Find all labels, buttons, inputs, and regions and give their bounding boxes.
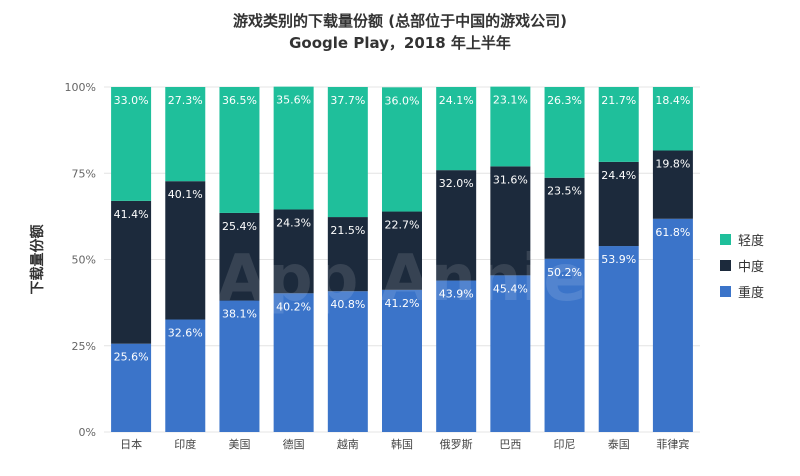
bar-segment: [490, 86, 531, 167]
bar-segment: [327, 87, 368, 218]
data-label: 26.3%: [547, 94, 582, 107]
legend-item: 轻度: [720, 226, 764, 252]
data-label: 32.0%: [439, 177, 474, 190]
data-label: 53.9%: [601, 253, 636, 266]
legend-label: 重度: [738, 285, 765, 301]
bar-segment: [219, 300, 260, 432]
bar-segment: [652, 218, 693, 432]
bar-segment: [165, 181, 206, 320]
data-label: 22.7%: [385, 219, 420, 232]
data-label: 21.5%: [330, 224, 365, 237]
y-tick-label: 50%: [72, 254, 96, 267]
bar-segment: [382, 211, 422, 290]
x-tick-label: 印度: [174, 437, 196, 451]
watermark: App Annie: [217, 242, 586, 316]
data-label: 35.6%: [276, 94, 311, 107]
data-label: 19.8%: [655, 157, 690, 170]
data-label: 36.0%: [385, 94, 420, 107]
data-label: 25.4%: [222, 220, 257, 233]
bar-segment: [165, 319, 206, 432]
legend-label: 中度: [738, 259, 765, 275]
bar-segment: [490, 166, 531, 276]
bar-segment: [111, 87, 152, 201]
x-tick-label: 泰国: [608, 437, 630, 451]
chart-legend: 轻度 中度 重度: [720, 226, 764, 304]
bar-segment: [219, 212, 260, 301]
data-label: 45.4%: [493, 282, 528, 295]
x-tick-label: 巴西: [499, 438, 521, 451]
bar-segment: [327, 291, 368, 432]
bar-segment: [165, 87, 206, 182]
data-label: 23.1%: [493, 94, 528, 107]
y-axis-label: 下载量份额: [29, 225, 46, 295]
legend-swatch: [720, 233, 731, 245]
data-label: 24.1%: [439, 94, 474, 107]
data-label: 32.6%: [168, 327, 203, 340]
legend-item: 重度: [720, 278, 764, 304]
x-tick-label: 菲律宾: [656, 437, 689, 451]
bar-segment: [273, 209, 314, 294]
y-tick-label: 25%: [72, 340, 96, 353]
legend-label: 轻度: [738, 233, 765, 249]
bar-segment: [652, 150, 693, 219]
x-tick-label: 印尼: [554, 438, 576, 451]
bar-segment: [598, 87, 639, 162]
legend-item: 中度: [720, 252, 764, 278]
bar-segment: [652, 87, 693, 151]
data-label: 50.2%: [547, 266, 582, 279]
legend-swatch: [720, 259, 731, 271]
bar-segment: [436, 170, 477, 281]
y-tick-label: 0%: [79, 426, 96, 439]
bar-segment: [544, 87, 585, 178]
data-label: 24.3%: [276, 216, 311, 229]
x-tick-label: 德国: [283, 437, 305, 451]
bar-segment: [273, 86, 314, 210]
data-label: 37.7%: [330, 94, 365, 107]
bar-segment: [490, 275, 531, 432]
bar-segment: [111, 343, 152, 432]
data-label: 23.5%: [547, 185, 582, 198]
chart-title: 游戏类别的下载量份额 (总部位于中国的游戏公司): [233, 12, 567, 30]
data-label: 40.1%: [168, 188, 203, 201]
bar-segment: [544, 258, 585, 432]
data-label: 41.4%: [114, 208, 149, 221]
bar-segment: [327, 217, 368, 292]
bar-segment: [219, 87, 260, 213]
bar-segment: [111, 200, 152, 344]
bar-segment: [436, 87, 477, 171]
x-tick-label: 美国: [228, 438, 250, 451]
y-tick-label: 75%: [72, 167, 96, 180]
data-label: 18.4%: [655, 94, 690, 107]
data-label: 40.8%: [330, 298, 365, 311]
chart-title-block: 游戏类别的下载量份额 (总部位于中国的游戏公司) Google Play，201…: [0, 10, 800, 54]
x-tick-label: 日本: [120, 437, 142, 451]
data-label: 41.2%: [385, 297, 420, 310]
bar-segment: [382, 289, 422, 432]
data-label: 38.1%: [222, 308, 257, 321]
data-label: 33.0%: [114, 94, 149, 107]
data-label: 36.5%: [222, 94, 257, 107]
data-label: 31.6%: [493, 173, 528, 186]
data-label: 25.6%: [114, 351, 149, 364]
x-tick-label: 越南: [337, 437, 359, 451]
data-label: 21.7%: [601, 94, 636, 107]
bar-segment: [598, 161, 639, 247]
bar-segment: [382, 87, 422, 212]
bar-segment: [436, 280, 477, 432]
data-label: 27.3%: [168, 94, 203, 107]
bar-segment: [544, 177, 585, 259]
y-tick-label: 100%: [65, 81, 96, 94]
x-tick-label: 俄罗斯: [440, 438, 473, 451]
data-label: 24.4%: [601, 169, 636, 182]
data-label: 43.9%: [439, 288, 474, 301]
bar-segment: [598, 246, 639, 432]
chart-subtitle: Google Play，2018 年上半年: [289, 34, 511, 52]
data-label: 61.8%: [655, 226, 690, 239]
bar-segment: [273, 293, 314, 432]
data-label: 40.2%: [276, 300, 311, 313]
x-tick-label: 韩国: [391, 437, 413, 451]
legend-swatch: [720, 285, 731, 297]
